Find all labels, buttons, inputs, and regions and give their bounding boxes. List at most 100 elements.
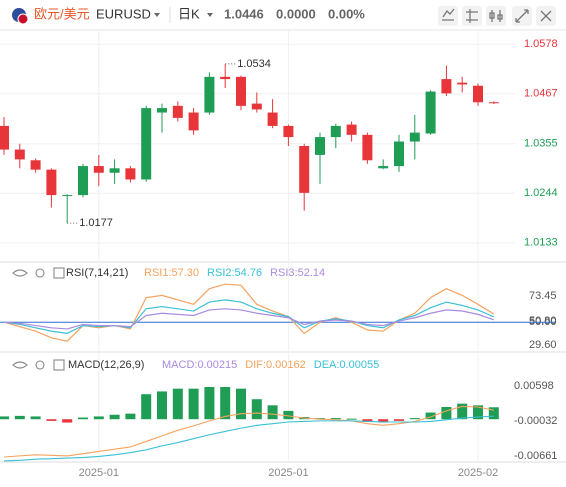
macd-bar (204, 386, 215, 420)
period[interactable]: 日K (178, 6, 200, 21)
change-pct: 0.00% (328, 6, 365, 21)
rsi-line (3, 308, 494, 330)
candle-body (62, 195, 73, 197)
x-tick-label: 2025-02 (458, 467, 498, 479)
candle-icon (489, 10, 503, 22)
macd-bar (0, 416, 9, 420)
candle-body (409, 132, 420, 142)
candle-body (204, 76, 215, 113)
candle-body (236, 76, 246, 106)
legend-entry: RSI3:52.14 (270, 267, 325, 279)
y-tick-label: 1.0355 (524, 138, 558, 150)
fullscreen-icon (515, 9, 529, 23)
candle-body (157, 108, 167, 113)
macd-bar (251, 399, 262, 420)
eye-icon[interactable] (12, 361, 28, 369)
indicator-icon (466, 9, 478, 23)
y-tick-label: -0.00032 (514, 415, 557, 427)
max-annotation: 1.0534 (237, 58, 271, 70)
candle-body (109, 168, 120, 173)
macd-line (3, 405, 494, 458)
header: 欧元/美元 EURUSD 日K 1.0446 0.0000 0.00% (12, 6, 556, 26)
candle-body (362, 134, 373, 161)
candle-body (457, 82, 468, 85)
macd-bar (30, 416, 41, 420)
candle-body (283, 125, 294, 138)
candle-body (93, 166, 104, 173)
macd-bar (14, 415, 25, 420)
macd-bar (236, 388, 246, 420)
candle-body (299, 146, 310, 193)
symbol[interactable]: EURUSD (96, 6, 151, 21)
draw-icon (442, 8, 455, 21)
macd-bar (267, 405, 278, 420)
candle-body (425, 91, 436, 134)
candle-body (172, 105, 183, 118)
macd-bar (46, 419, 57, 421)
macd-line (3, 415, 494, 462)
y-tick-label: 29.60 (529, 339, 557, 351)
macd-bar (157, 391, 167, 420)
candle-body (125, 168, 136, 180)
macd-bar (330, 418, 341, 420)
candle-body (78, 166, 88, 196)
panel-icon[interactable] (53, 267, 65, 279)
candle-body (441, 79, 452, 94)
legend-entry: RSI1:57.30 (144, 267, 199, 279)
macd-bar (394, 419, 404, 421)
min-annotation: 1.0177 (79, 217, 113, 229)
y-tick-label: 0.00598 (514, 380, 554, 392)
legend-entry: MACD:0.00215 (162, 359, 237, 371)
candle-body (346, 124, 357, 135)
candle-body (394, 141, 404, 167)
macd-bar (409, 418, 420, 420)
macd-bar (378, 419, 389, 423)
macd-bar (62, 419, 73, 423)
macd-bar (220, 386, 231, 420)
y-tick-label: -0.00661 (514, 450, 557, 462)
macd-bar (283, 410, 294, 420)
candle-body (488, 102, 499, 104)
tool-button[interactable] (438, 6, 458, 26)
tool-button[interactable] (486, 6, 506, 26)
dropdown-icon[interactable] (207, 13, 213, 17)
macd-bar (457, 403, 468, 420)
candle-body (188, 112, 199, 131)
macd-bar (488, 407, 499, 420)
legend-entry: DEA:0.00055 (314, 359, 379, 371)
macd-bar (188, 388, 199, 420)
y-tick-label: 1.0467 (524, 88, 558, 100)
panel-icon[interactable] (53, 359, 65, 371)
tool-button[interactable] (462, 6, 482, 26)
candle-body (315, 137, 325, 155)
change: 0.0000 (276, 6, 316, 21)
y-tick-label: 50.80 (529, 315, 557, 327)
macd-bar (441, 406, 452, 420)
candle-body (220, 76, 231, 80)
candle-body (267, 112, 278, 126)
dropdown-icon[interactable] (154, 13, 160, 17)
macd-bar (315, 418, 325, 420)
gear-icon[interactable] (35, 268, 45, 278)
candle-body (251, 103, 262, 110)
y-tick-label: 1.0133 (524, 237, 558, 249)
gear-icon[interactable] (35, 360, 45, 370)
candle-body (0, 125, 9, 150)
pair-name[interactable]: 欧元/美元 (34, 6, 90, 21)
price: 1.0446 (224, 6, 264, 21)
y-tick-label: 1.0244 (524, 187, 558, 199)
y-tick-label: 1.0578 (524, 38, 558, 50)
flag-icon (17, 13, 29, 25)
y-tick-label: 73.45 (529, 290, 557, 302)
macd-bar (425, 412, 436, 420)
macd-bar (125, 413, 136, 420)
eye-icon[interactable] (12, 269, 28, 277)
candle-body (30, 160, 41, 170)
candle-body (141, 108, 152, 180)
candle-body (473, 85, 483, 103)
legend-entry: RSI2:54.76 (207, 267, 262, 279)
candle-body (378, 166, 389, 169)
macd-bar (172, 388, 183, 420)
